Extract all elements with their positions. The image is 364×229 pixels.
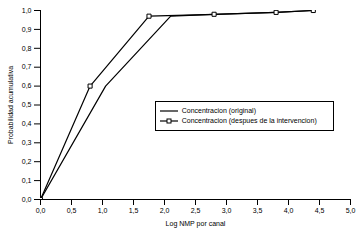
svg-text:1,5: 1,5: [129, 207, 139, 214]
svg-text:2,0: 2,0: [160, 207, 170, 214]
svg-text:0,2: 0,2: [22, 158, 32, 165]
html-text:Concentracion (original): Concentracion (original): [181, 106, 256, 114]
svg-text:3,5: 3,5: [253, 207, 263, 214]
svg-text:1,0: 1,0: [22, 7, 32, 14]
svg-text:0,4: 0,4: [22, 120, 32, 127]
svg-text:2,5: 2,5: [191, 207, 201, 214]
svg-text:5,0: 5,0: [346, 207, 356, 214]
svg-text:0,1: 0,1: [22, 177, 32, 184]
svg-text:0,0: 0,0: [22, 196, 32, 203]
svg-text:4,0: 4,0: [284, 207, 294, 214]
svg-text:0,0: 0,0: [36, 207, 46, 214]
svg-text:4,5: 4,5: [315, 207, 325, 214]
svg-text:0,7: 0,7: [22, 63, 32, 70]
svg-text:Probabilidad acumulativa: Probabilidad acumulativa: [7, 66, 14, 144]
svg-text:0,3: 0,3: [22, 139, 32, 146]
svg-text:0,8: 0,8: [22, 45, 32, 52]
html-text:Concentracion (despues de la i: Concentracion (despues de la intervencio…: [181, 116, 317, 124]
svg-text:0,5: 0,5: [22, 101, 32, 108]
svg-text:1,0: 1,0: [98, 207, 108, 214]
svg-text:0,5: 0,5: [67, 207, 77, 214]
svg-text:0,9: 0,9: [22, 26, 32, 33]
svg-text:3,0: 3,0: [222, 207, 232, 214]
svg-text:0,6: 0,6: [22, 82, 32, 89]
svg-text:Log NMP por canal: Log NMP por canal: [166, 220, 226, 228]
